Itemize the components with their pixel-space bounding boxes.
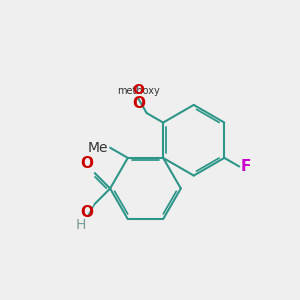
Text: H: H: [76, 218, 86, 232]
Text: O: O: [132, 83, 144, 97]
Text: Me: Me: [88, 141, 108, 155]
Text: O: O: [132, 96, 145, 111]
Text: methoxy: methoxy: [117, 86, 159, 96]
Text: F: F: [241, 159, 251, 174]
Text: O: O: [80, 156, 93, 171]
Text: O: O: [80, 205, 93, 220]
